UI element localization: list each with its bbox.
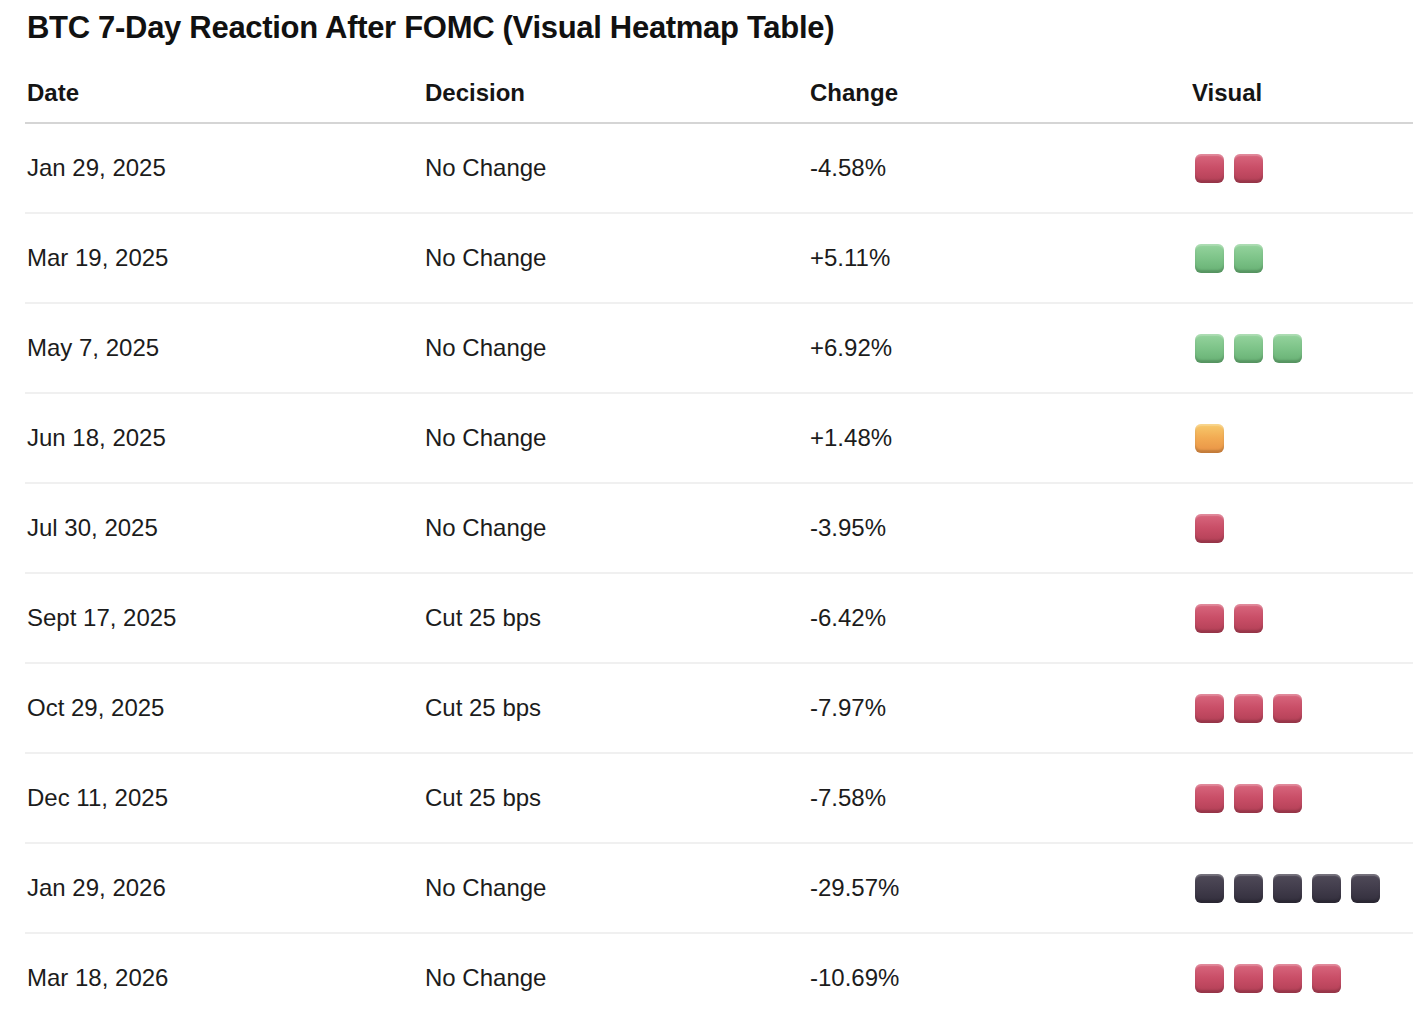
table-row: May 7, 2025No Change+6.92% xyxy=(25,304,1413,394)
date-cell: Jul 30, 2025 xyxy=(25,514,423,542)
red-square-icon xyxy=(1195,964,1224,993)
decision-cell: No Change xyxy=(423,964,808,992)
red-square-icon xyxy=(1195,514,1224,543)
column-header-visual: Visual xyxy=(1190,79,1413,107)
date-cell: Jan 29, 2025 xyxy=(25,154,423,182)
visual-cell xyxy=(1190,964,1413,993)
red-square-icon xyxy=(1195,784,1224,813)
decision-cell: Cut 25 bps xyxy=(423,694,808,722)
red-square-icon xyxy=(1234,154,1263,183)
orange-square-icon xyxy=(1195,424,1224,453)
dark-square-icon xyxy=(1273,874,1302,903)
dark-square-icon xyxy=(1312,874,1341,903)
red-square-icon xyxy=(1312,964,1341,993)
date-cell: Sept 17, 2025 xyxy=(25,604,423,632)
date-cell: May 7, 2025 xyxy=(25,334,423,362)
visual-cell xyxy=(1190,244,1413,273)
table-row: Mar 18, 2026No Change-10.69% xyxy=(25,934,1413,1012)
green-square-icon xyxy=(1273,334,1302,363)
decision-cell: No Change xyxy=(423,514,808,542)
visual-cell xyxy=(1190,514,1413,543)
decision-cell: Cut 25 bps xyxy=(423,784,808,812)
decision-cell: Cut 25 bps xyxy=(423,604,808,632)
red-square-icon xyxy=(1234,964,1263,993)
decision-cell: No Change xyxy=(423,154,808,182)
column-header-decision: Decision xyxy=(423,79,808,107)
date-cell: Mar 19, 2025 xyxy=(25,244,423,272)
table-row: Dec 11, 2025Cut 25 bps-7.58% xyxy=(25,754,1413,844)
visual-cell xyxy=(1190,784,1413,813)
dark-square-icon xyxy=(1195,874,1224,903)
heatmap-table-page: BTC 7-Day Reaction After FOMC (Visual He… xyxy=(0,9,1413,1012)
change-cell: -10.69% xyxy=(808,964,1190,992)
change-cell: -7.97% xyxy=(808,694,1190,722)
table-row: Jun 18, 2025No Change+1.48% xyxy=(25,394,1413,484)
date-cell: Jan 29, 2026 xyxy=(25,874,423,902)
table-row: Jul 30, 2025No Change-3.95% xyxy=(25,484,1413,574)
green-square-icon xyxy=(1195,244,1224,273)
table-body: Jan 29, 2025No Change-4.58%Mar 19, 2025N… xyxy=(25,124,1413,1012)
red-square-icon xyxy=(1273,964,1302,993)
change-cell: -7.58% xyxy=(808,784,1190,812)
red-square-icon xyxy=(1273,694,1302,723)
visual-cell xyxy=(1190,154,1413,183)
green-square-icon xyxy=(1234,244,1263,273)
red-square-icon xyxy=(1234,604,1263,633)
green-square-icon xyxy=(1234,334,1263,363)
page-title: BTC 7-Day Reaction After FOMC (Visual He… xyxy=(27,9,1413,46)
change-cell: -29.57% xyxy=(808,874,1190,902)
change-cell: -6.42% xyxy=(808,604,1190,632)
table-row: Mar 19, 2025No Change+5.11% xyxy=(25,214,1413,304)
dark-square-icon xyxy=(1351,874,1380,903)
change-cell: +6.92% xyxy=(808,334,1190,362)
change-cell: -4.58% xyxy=(808,154,1190,182)
date-cell: Jun 18, 2025 xyxy=(25,424,423,452)
change-cell: +1.48% xyxy=(808,424,1190,452)
red-square-icon xyxy=(1234,694,1263,723)
visual-cell xyxy=(1190,604,1413,633)
date-cell: Mar 18, 2026 xyxy=(25,964,423,992)
table-header-row: Date Decision Change Visual xyxy=(25,63,1413,124)
decision-cell: No Change xyxy=(423,424,808,452)
red-square-icon xyxy=(1195,154,1224,183)
decision-cell: No Change xyxy=(423,334,808,362)
red-square-icon xyxy=(1273,784,1302,813)
red-square-icon xyxy=(1195,694,1224,723)
date-cell: Oct 29, 2025 xyxy=(25,694,423,722)
visual-cell xyxy=(1190,874,1413,903)
change-cell: +5.11% xyxy=(808,244,1190,272)
table-row: Jan 29, 2026No Change-29.57% xyxy=(25,844,1413,934)
red-square-icon xyxy=(1234,784,1263,813)
red-square-icon xyxy=(1195,604,1224,633)
visual-cell xyxy=(1190,694,1413,723)
decision-cell: No Change xyxy=(423,244,808,272)
dark-square-icon xyxy=(1234,874,1263,903)
change-cell: -3.95% xyxy=(808,514,1190,542)
column-header-date: Date xyxy=(25,79,423,107)
visual-cell xyxy=(1190,334,1413,363)
green-square-icon xyxy=(1195,334,1224,363)
decision-cell: No Change xyxy=(423,874,808,902)
visual-cell xyxy=(1190,424,1413,453)
table-row: Sept 17, 2025Cut 25 bps-6.42% xyxy=(25,574,1413,664)
date-cell: Dec 11, 2025 xyxy=(25,784,423,812)
table-row: Oct 29, 2025Cut 25 bps-7.97% xyxy=(25,664,1413,754)
column-header-change: Change xyxy=(808,79,1190,107)
table-row: Jan 29, 2025No Change-4.58% xyxy=(25,124,1413,214)
